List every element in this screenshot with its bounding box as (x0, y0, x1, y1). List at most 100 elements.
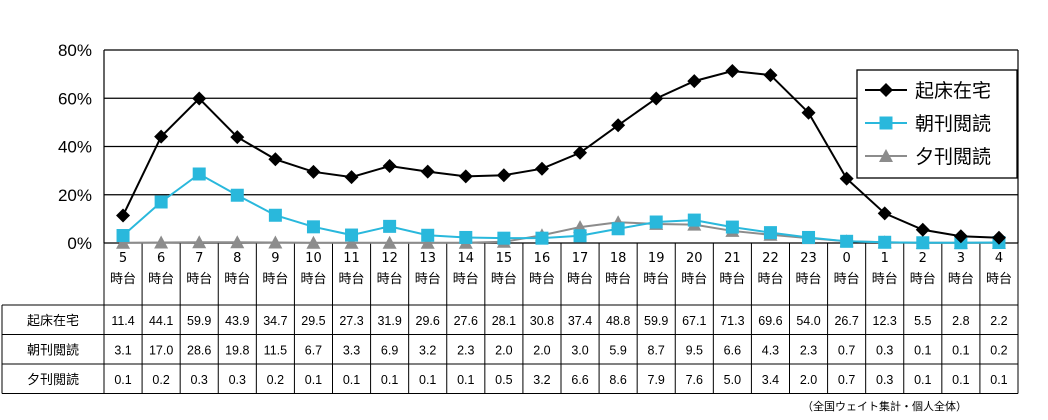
table-cell: 0.1 (952, 343, 969, 357)
series-okishou-point (725, 63, 740, 78)
series-choukan-point (154, 195, 168, 209)
x-tick-hour: 17 (572, 251, 589, 266)
table-cell: 67.1 (682, 314, 706, 328)
table-cell: 29.6 (416, 314, 440, 328)
series-choukan-point (611, 222, 625, 236)
series-choukan-point (573, 229, 587, 243)
x-tick-hour: 22 (762, 251, 779, 266)
series-okishou-point (458, 169, 473, 184)
x-tick-hour: 8 (233, 251, 241, 266)
table-cell: 0.3 (191, 373, 208, 387)
series-okishou-point (611, 118, 626, 133)
series-yuukan-point (116, 235, 131, 249)
table-cell: 19.8 (225, 343, 249, 357)
x-tick-suffix: 時台 (110, 272, 136, 287)
table-row-label: 起床在宅 (27, 314, 79, 329)
table-cell: 5.5 (914, 314, 931, 328)
x-tick-suffix: 時台 (186, 272, 212, 287)
series-choukan-point (763, 226, 777, 240)
x-tick-suffix: 時台 (834, 272, 860, 287)
x-tick-hour: 21 (724, 251, 741, 266)
table-cell: 8.7 (648, 343, 665, 357)
x-tick-suffix: 時台 (415, 272, 441, 287)
series-okishou-point (306, 164, 321, 179)
x-tick-hour: 13 (419, 251, 436, 266)
table-cell: 4.3 (762, 343, 779, 357)
series-okishou-point (573, 145, 588, 160)
series-yuukan-line (123, 221, 999, 244)
y-tick-label: 80% (58, 41, 92, 60)
x-tick-suffix: 時台 (224, 272, 250, 287)
x-tick-hour: 18 (610, 251, 627, 266)
x-tick-hour: 4 (995, 251, 1003, 266)
table-cell: 2.2 (990, 314, 1007, 328)
table-cell: 71.3 (720, 314, 744, 328)
x-tick-hour: 16 (534, 251, 551, 266)
table-cell: 0.1 (952, 373, 969, 387)
x-tick-suffix: 時台 (148, 272, 174, 287)
x-tick-suffix: 時台 (262, 272, 288, 287)
table-cell: 0.7 (838, 373, 855, 387)
table-cell: 3.3 (343, 343, 360, 357)
series-choukan-point (649, 215, 663, 229)
series-okishou-point (230, 130, 245, 145)
table-cell: 27.3 (339, 314, 363, 328)
table-cell: 3.0 (571, 343, 588, 357)
table-cell: 34.7 (263, 314, 287, 328)
x-tick-hour: 23 (800, 251, 817, 266)
x-tick-suffix: 時台 (300, 272, 326, 287)
table-cell: 0.1 (990, 373, 1007, 387)
table-cell: 31.9 (377, 314, 401, 328)
series-yuukan-point (192, 235, 207, 249)
series-choukan-line (122, 172, 999, 244)
x-tick-hour: 2 (919, 251, 927, 266)
table-cell: 59.9 (644, 314, 668, 328)
series-okishou-point (763, 68, 778, 83)
series-okishou-point (687, 74, 702, 89)
x-tick-suffix: 時台 (605, 272, 631, 287)
series-okishou-point (953, 229, 968, 244)
series-choukan-point (459, 230, 473, 244)
table-cell: 2.0 (533, 343, 550, 357)
table-cell: 8.6 (609, 373, 626, 387)
series-okishou-point (268, 152, 283, 167)
table-cell: 3.4 (762, 373, 779, 387)
series-choukan-point (878, 235, 892, 249)
table-cell: 59.9 (187, 314, 211, 328)
table-cell: 69.6 (758, 314, 782, 328)
series-choukan-point (687, 213, 701, 227)
table-cell: 6.7 (305, 343, 322, 357)
table-cell: 5.0 (724, 373, 741, 387)
x-tick-suffix: 時台 (986, 272, 1012, 287)
series-okishou-point (839, 171, 854, 186)
table-cell: 3.2 (419, 343, 436, 357)
series-choukan-point (116, 229, 130, 243)
table-cell: 7.6 (686, 373, 703, 387)
legend-label: 朝刊閲読 (915, 113, 991, 135)
series-choukan-point (802, 230, 816, 244)
table-cell: 3.1 (114, 343, 131, 357)
x-tick-hour: 14 (458, 251, 475, 266)
table-cell: 28.6 (187, 343, 211, 357)
series-choukan-point (535, 231, 549, 245)
series-okishou-point (991, 230, 1006, 245)
x-tick-suffix: 時台 (910, 272, 936, 287)
legend-label: 夕刊閲読 (915, 146, 991, 168)
table-cell: 2.3 (800, 343, 817, 357)
x-tick-hour: 5 (119, 251, 127, 266)
y-tick-label: 40% (58, 138, 92, 157)
table-cell: 48.8 (606, 314, 630, 328)
legend-marker (879, 149, 893, 162)
table-cell: 2.0 (800, 373, 817, 387)
series-choukan-point (421, 228, 435, 242)
series-okishou-line (122, 69, 999, 239)
table-cell: 0.1 (419, 373, 436, 387)
series-choukan-point (497, 231, 511, 245)
table-cell: 0.2 (267, 373, 284, 387)
table-cell: 0.1 (914, 343, 931, 357)
table-cell: 0.1 (343, 373, 360, 387)
series-okishou-point (877, 206, 892, 221)
x-tick-suffix: 時台 (796, 272, 822, 287)
x-tick-suffix: 時台 (339, 272, 365, 287)
